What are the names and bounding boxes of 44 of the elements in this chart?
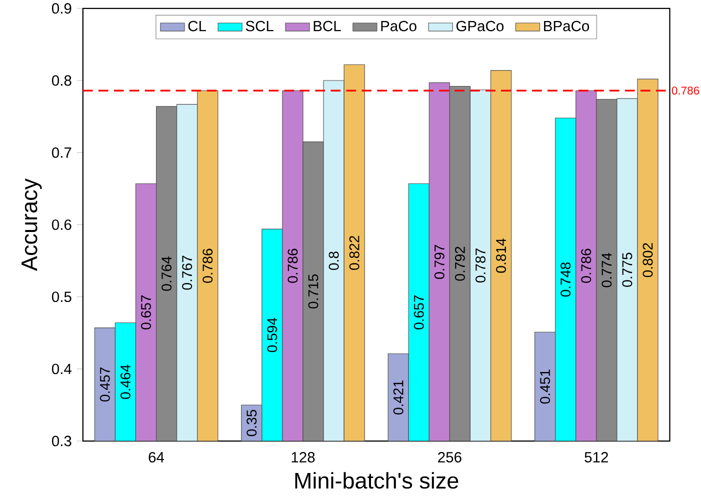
y-tick-label: 0.8 [52,75,72,86]
y-tick-label: 0.7 [52,147,72,158]
legend-label: GPaCo [456,20,504,32]
data-label: 0.814 [496,238,506,273]
legend-label: CL [188,20,206,32]
data-label: 0.421 [393,380,404,415]
data-label: 0.35 [246,410,257,436]
x-axis-title: Mini-batch's size [295,472,458,489]
data-label: 0.774 [602,252,612,288]
data-label: 0.748 [560,262,571,297]
data-label: 0.802 [642,243,653,278]
data-label: 0.822 [349,236,360,270]
y-tick-label: 0.4 [52,364,72,374]
data-label: 0.787 [476,248,486,283]
data-label: 0.786 [581,248,592,283]
data-label: 0.764 [162,256,172,291]
data-label: 0.457 [100,368,110,402]
y-tick-label: 0.6 [52,220,72,230]
data-label: 0.797 [434,244,444,279]
data-label: 0.594 [267,318,278,352]
y-tick-label: 0.5 [52,292,72,302]
y-axis-title: Accuracy [22,178,42,272]
data-label: 0.657 [414,295,424,330]
data-label: 0.786 [288,248,298,283]
data-label: 0.8 [328,252,339,270]
y-tick-label: 0.3 [52,436,72,446]
data-label: 0.767 [182,256,192,290]
y-tick-label: 0.9 [52,3,72,14]
x-tick-label: 256 [438,452,462,463]
x-tick-label: 128 [292,452,315,463]
data-label: 0.451 [540,370,550,404]
data-label: 0.715 [308,274,318,309]
data-label: 0.657 [141,295,151,330]
x-tick-label: 64 [148,452,164,463]
legend-label: BCL [314,20,341,32]
ref-line-label: 0.786 [672,86,700,95]
legend-label: SCL [246,20,274,32]
data-label: 0.464 [120,364,130,400]
x-tick-label: 512 [584,452,608,463]
legend-label: BPaCo [544,20,590,32]
data-label: 0.792 [454,246,465,281]
data-label: 0.775 [622,252,632,287]
legend-label: PaCo [381,20,416,32]
data-label: 0.786 [202,248,213,283]
